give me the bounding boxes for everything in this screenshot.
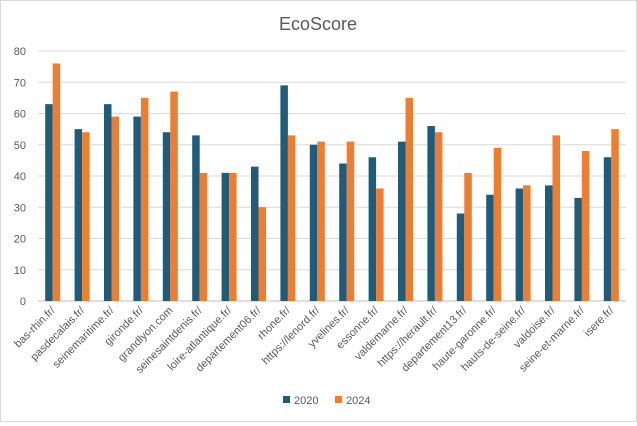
bar-2020 [133, 116, 141, 301]
bar-2020 [427, 126, 435, 301]
bar-2024 [258, 207, 266, 301]
bar-2024 [82, 132, 90, 301]
bar-2020 [574, 197, 582, 301]
bar-2020 [515, 188, 524, 301]
y-tick-label: 50 [14, 140, 26, 152]
bar-2024 [199, 172, 208, 301]
bar-2024 [346, 141, 355, 301]
y-tick-label: 70 [14, 77, 26, 89]
y-tick-label: 10 [14, 265, 26, 277]
y-tick-label: 80 [14, 46, 26, 58]
bar-2024 [111, 116, 119, 301]
chart-title: EcoScore [279, 14, 357, 34]
bar-2024 [229, 172, 237, 301]
x-category-label: isere.fr/ [582, 304, 617, 339]
gridlines [38, 50, 626, 302]
bars [45, 63, 619, 301]
bar-2020 [104, 104, 112, 301]
y-tick-label: 40 [14, 171, 26, 183]
bar-2024 [493, 147, 502, 301]
bar-2020 [251, 166, 259, 301]
legend-label: 2020 [294, 395, 318, 407]
bar-2024 [287, 135, 296, 301]
y-tick-label: 30 [14, 202, 26, 214]
bar-2024 [552, 135, 560, 301]
bar-2020 [486, 194, 494, 301]
bar-2024 [405, 97, 413, 301]
bar-2024 [376, 188, 384, 301]
legend: 2020 2024 [283, 395, 370, 407]
bar-2024 [52, 63, 61, 301]
y-tick-label: 20 [14, 234, 26, 246]
bar-2020 [339, 163, 347, 301]
bar-2020 [398, 141, 406, 301]
bar-2024 [581, 151, 590, 301]
bar-2024 [170, 91, 178, 301]
legend-swatch [335, 396, 342, 403]
bar-2020 [456, 213, 465, 301]
bar-2024 [523, 185, 531, 301]
bar-2024 [140, 97, 149, 301]
bar-2020 [192, 135, 200, 301]
legend-swatch [283, 396, 290, 403]
bar-2020 [162, 132, 171, 301]
bar-2024 [464, 172, 472, 301]
bar-2020 [45, 104, 53, 301]
y-axis-ticks: 0 10 20 30 40 50 60 70 80 [14, 46, 26, 308]
y-tick-label: 60 [14, 109, 26, 121]
bar-2020 [368, 157, 377, 301]
bar-2020 [74, 129, 83, 301]
bar-2020 [309, 144, 318, 301]
bar-2020 [221, 172, 230, 301]
bar-2024 [611, 129, 619, 301]
bar-2020 [545, 185, 553, 301]
y-tick-label: 0 [20, 296, 26, 308]
bar-2020 [280, 85, 288, 301]
bar-2020 [603, 157, 612, 301]
x-axis-labels: bas-rhin.fr/pasdecalais.fr/seinemaritime… [12, 304, 617, 376]
bar-2024 [317, 141, 325, 301]
bar-2024 [434, 132, 443, 301]
legend-label: 2024 [346, 395, 370, 407]
